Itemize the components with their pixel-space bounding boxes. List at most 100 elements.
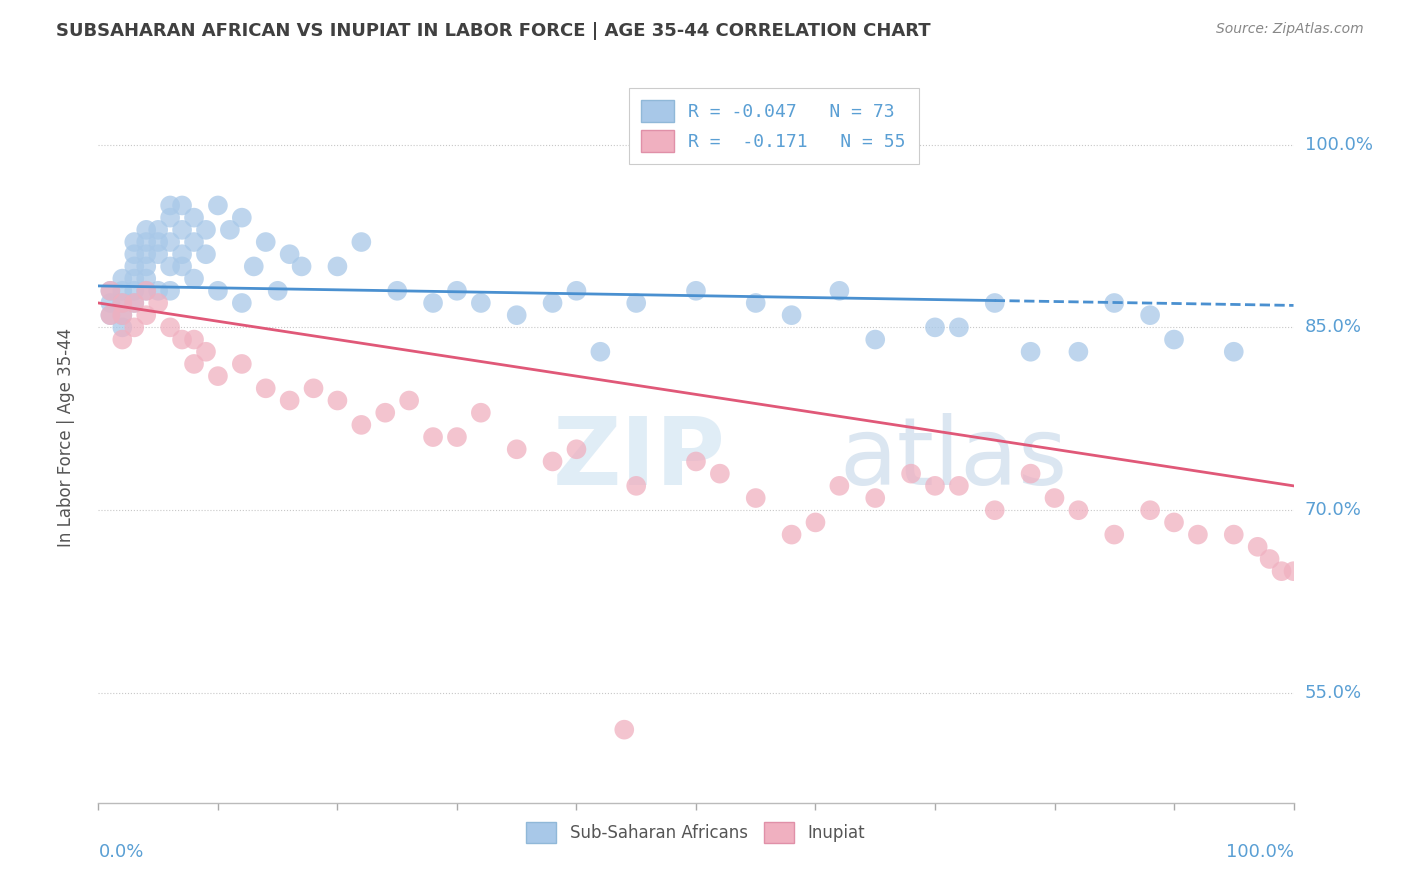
Point	[589, 344, 612, 359]
Point	[900, 467, 922, 481]
Point	[626, 296, 648, 310]
Point	[183, 235, 205, 249]
Point	[984, 503, 1007, 517]
Point	[135, 284, 157, 298]
Point	[685, 284, 707, 298]
Point	[195, 247, 218, 261]
Point	[1247, 540, 1270, 554]
Point	[231, 296, 253, 310]
Text: ZIP: ZIP	[553, 413, 725, 505]
Text: 70.0%: 70.0%	[1305, 501, 1361, 519]
Point	[195, 223, 218, 237]
Point	[207, 198, 229, 212]
Point	[291, 260, 314, 274]
Point	[124, 296, 146, 310]
Point	[148, 235, 170, 249]
Point	[111, 271, 134, 285]
Point	[159, 235, 181, 249]
Point	[135, 271, 157, 285]
Point	[1223, 527, 1246, 541]
Point	[626, 479, 648, 493]
Point	[124, 296, 146, 310]
Point	[148, 223, 170, 237]
Point	[183, 211, 205, 225]
Point	[374, 406, 396, 420]
Point	[231, 357, 253, 371]
Point	[1139, 308, 1161, 322]
Point	[111, 308, 134, 322]
Point	[613, 723, 636, 737]
Point	[98, 296, 122, 310]
Point	[565, 284, 588, 298]
Point	[948, 320, 970, 334]
Point	[159, 320, 181, 334]
Point	[98, 308, 122, 322]
Point	[984, 296, 1007, 310]
Point	[243, 260, 266, 274]
Point	[948, 479, 970, 493]
Point	[1139, 503, 1161, 517]
Point	[159, 284, 181, 298]
Point	[111, 308, 134, 322]
Point	[1067, 503, 1090, 517]
Point	[111, 333, 134, 347]
Text: Source: ZipAtlas.com: Source: ZipAtlas.com	[1216, 22, 1364, 37]
Point	[172, 198, 194, 212]
Point	[541, 296, 564, 310]
Point	[1104, 296, 1126, 310]
Text: SUBSAHARAN AFRICAN VS INUPIAT IN LABOR FORCE | AGE 35-44 CORRELATION CHART: SUBSAHARAN AFRICAN VS INUPIAT IN LABOR F…	[56, 22, 931, 40]
Point	[159, 260, 181, 274]
Point	[1163, 333, 1185, 347]
Point	[924, 320, 946, 334]
Point	[183, 333, 205, 347]
Point	[350, 417, 373, 432]
Point	[1043, 491, 1066, 505]
Point	[1271, 564, 1294, 578]
Point	[565, 442, 588, 457]
Point	[780, 308, 803, 322]
Point	[422, 430, 444, 444]
Point	[98, 284, 122, 298]
Point	[172, 223, 194, 237]
Point	[111, 320, 134, 334]
Point	[124, 235, 146, 249]
Point	[159, 211, 181, 225]
Point	[135, 284, 157, 298]
Point	[148, 284, 170, 298]
Point	[1163, 516, 1185, 530]
Point	[148, 247, 170, 261]
Point	[685, 454, 707, 468]
Point	[302, 381, 325, 395]
Point	[1104, 527, 1126, 541]
Point	[1223, 344, 1246, 359]
Text: 100.0%: 100.0%	[1226, 843, 1294, 861]
Point	[804, 516, 827, 530]
Point	[98, 308, 122, 322]
Text: atlas: atlas	[839, 413, 1067, 505]
Point	[350, 235, 373, 249]
Point	[183, 357, 205, 371]
Point	[254, 235, 277, 249]
Point	[470, 296, 492, 310]
Point	[124, 320, 146, 334]
Point	[135, 260, 157, 274]
Point	[254, 381, 277, 395]
Legend: Sub-Saharan Africans, Inupiat: Sub-Saharan Africans, Inupiat	[520, 815, 872, 849]
Point	[172, 333, 194, 347]
Point	[326, 260, 349, 274]
Point	[172, 260, 194, 274]
Point	[506, 442, 529, 457]
Point	[231, 211, 253, 225]
Point	[124, 247, 146, 261]
Text: 55.0%: 55.0%	[1305, 684, 1362, 702]
Point	[1019, 467, 1042, 481]
Point	[111, 296, 134, 310]
Point	[745, 296, 768, 310]
Point	[159, 198, 181, 212]
Point	[207, 369, 229, 384]
Point	[541, 454, 564, 468]
Text: 0.0%: 0.0%	[98, 843, 143, 861]
Point	[219, 223, 242, 237]
Point	[709, 467, 731, 481]
Point	[1282, 564, 1305, 578]
